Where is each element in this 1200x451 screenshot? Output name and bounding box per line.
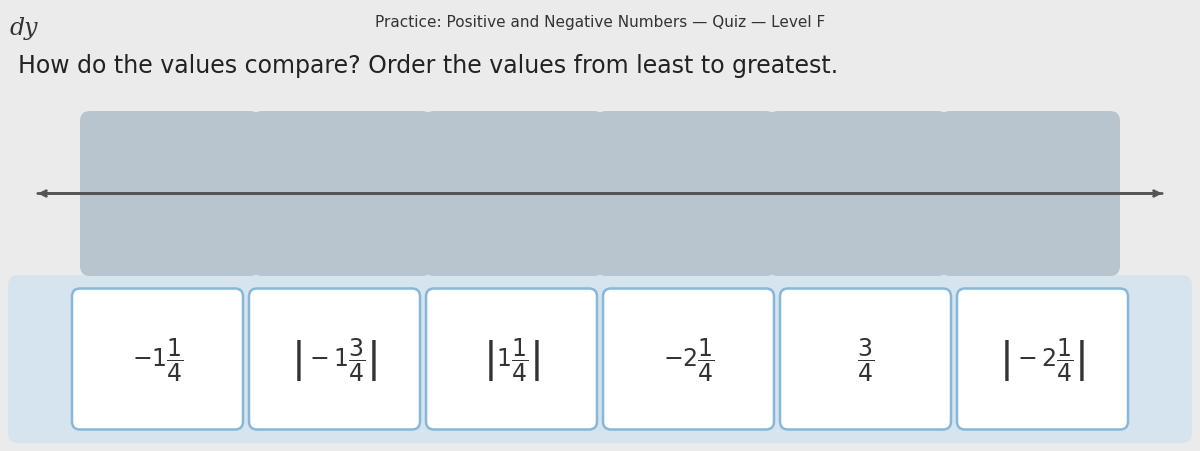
Text: $-1\dfrac{1}{4}$: $-1\dfrac{1}{4}$: [132, 336, 184, 383]
Text: dy: dy: [10, 17, 38, 40]
Text: Practice: Positive and Negative Numbers — Quiz — Level F: Practice: Positive and Negative Numbers …: [374, 15, 826, 30]
FancyBboxPatch shape: [596, 112, 776, 276]
FancyBboxPatch shape: [780, 289, 952, 429]
FancyBboxPatch shape: [940, 112, 1120, 276]
Text: $\left|-1\dfrac{3}{4}\right|$: $\left|-1\dfrac{3}{4}\right|$: [292, 336, 378, 383]
FancyBboxPatch shape: [424, 112, 604, 276]
Text: $\dfrac{3}{4}$: $\dfrac{3}{4}$: [857, 336, 874, 383]
Text: $\left|1\dfrac{1}{4}\right|$: $\left|1\dfrac{1}{4}\right|$: [482, 336, 540, 383]
Text: $\left|-2\dfrac{1}{4}\right|$: $\left|-2\dfrac{1}{4}\right|$: [1000, 336, 1086, 383]
Text: How do the values compare? Order the values from least to greatest.: How do the values compare? Order the val…: [18, 54, 838, 78]
FancyBboxPatch shape: [252, 112, 432, 276]
FancyBboxPatch shape: [250, 289, 420, 429]
FancyBboxPatch shape: [80, 112, 260, 276]
FancyBboxPatch shape: [768, 112, 948, 276]
FancyBboxPatch shape: [72, 289, 242, 429]
FancyBboxPatch shape: [8, 276, 1192, 443]
FancyBboxPatch shape: [426, 289, 598, 429]
FancyBboxPatch shape: [604, 289, 774, 429]
Text: $-2\dfrac{1}{4}$: $-2\dfrac{1}{4}$: [662, 336, 714, 383]
FancyBboxPatch shape: [958, 289, 1128, 429]
